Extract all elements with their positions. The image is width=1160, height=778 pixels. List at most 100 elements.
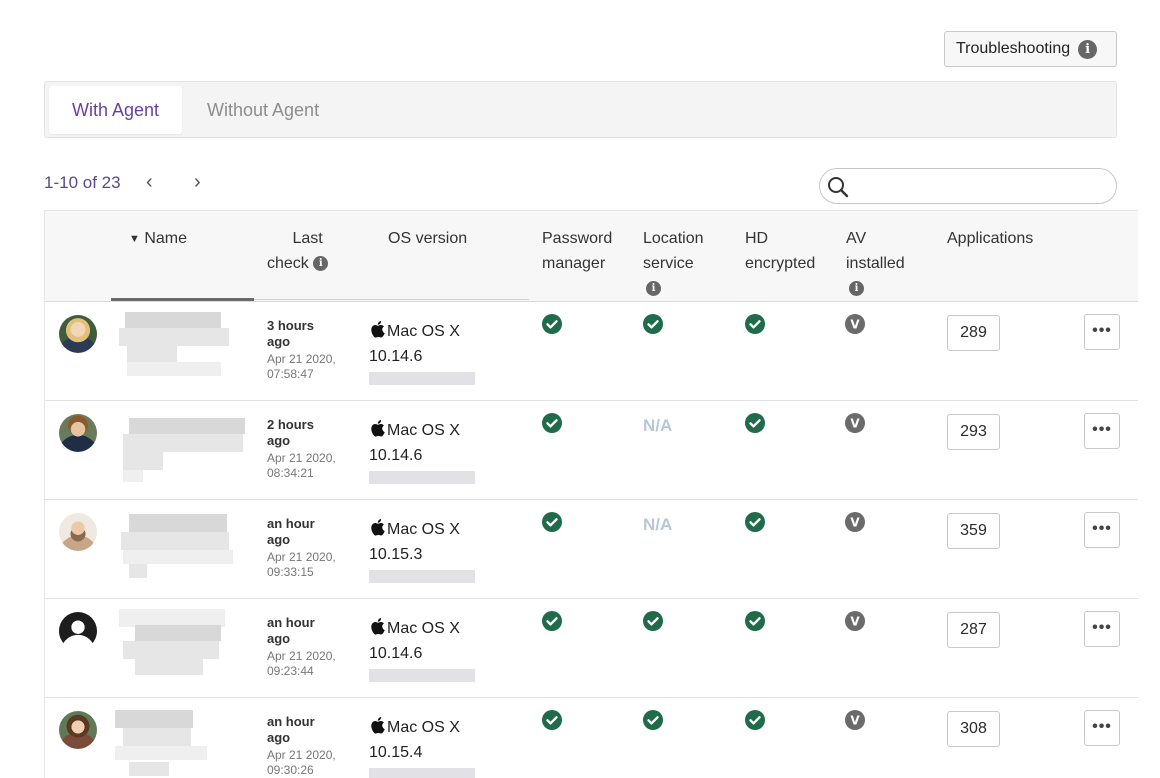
applications-count-button[interactable]: 287 xyxy=(947,612,1000,648)
os-detail-redacted xyxy=(369,570,475,583)
check-icon xyxy=(542,611,562,631)
tab-without-agent[interactable]: Without Agent xyxy=(207,100,320,120)
col-last-check-header[interactable]: Last check i xyxy=(267,226,329,276)
antivirus-icon: V xyxy=(845,611,865,631)
apple-icon xyxy=(371,717,385,734)
os-detail-redacted xyxy=(369,471,475,484)
check-icon xyxy=(542,314,562,334)
antivirus-icon: V xyxy=(845,413,865,433)
info-icon: i xyxy=(646,281,661,297)
search-input[interactable] xyxy=(819,168,1117,204)
prev-page-button[interactable]: ‹ xyxy=(146,171,153,193)
redaction-block xyxy=(127,346,177,362)
check-icon xyxy=(745,314,765,334)
table-row[interactable]: 2 hours ago Apr 21 2020, 08:34:21 Mac OS… xyxy=(45,401,1138,500)
search-icon xyxy=(828,177,849,198)
svg-text:V: V xyxy=(850,714,860,728)
sort-desc-icon: ▼ xyxy=(129,233,140,245)
redaction-block xyxy=(135,625,221,641)
header-divider xyxy=(254,299,529,300)
next-page-button[interactable]: › xyxy=(194,171,201,193)
antivirus-icon: V xyxy=(845,512,865,532)
os-detail-redacted xyxy=(369,372,475,385)
last-check-date: Apr 21 2020, 08:34:21 xyxy=(267,451,336,480)
last-check-relative: an hour ago xyxy=(267,615,315,646)
check-icon xyxy=(643,611,663,631)
col-location-service-header[interactable]: Location service i xyxy=(643,230,704,297)
info-icon: i xyxy=(313,256,329,272)
check-icon xyxy=(542,512,562,532)
col-name-header[interactable]: ▼ Name xyxy=(129,230,188,247)
os-detail-redacted xyxy=(369,669,475,682)
col-password-manager-header[interactable]: Password manager xyxy=(542,230,613,272)
last-check-date: Apr 21 2020, 09:33:15 xyxy=(267,550,336,579)
more-options-button[interactable]: ••• xyxy=(1084,611,1120,647)
avatar xyxy=(59,711,97,749)
check-icon xyxy=(745,710,765,730)
svg-text:V: V xyxy=(850,516,860,530)
more-options-button[interactable]: ••• xyxy=(1084,314,1120,350)
more-options-button[interactable]: ••• xyxy=(1084,413,1120,449)
os-version: Mac OS X 10.15.3 xyxy=(369,517,460,567)
col-os-version-header[interactable]: OS version xyxy=(388,230,468,247)
redaction-block xyxy=(123,728,191,746)
col-applications-header[interactable]: Applications xyxy=(947,230,1034,247)
table-row[interactable]: an hour ago Apr 21 2020, 09:23:44 Mac OS… xyxy=(45,599,1138,698)
redaction-block xyxy=(115,710,193,728)
last-check-relative: an hour ago xyxy=(267,516,315,547)
avatar xyxy=(59,414,97,452)
more-options-button[interactable]: ••• xyxy=(1084,512,1120,548)
redaction-block xyxy=(119,328,229,346)
last-check-relative: 3 hours ago xyxy=(267,318,314,349)
check-icon xyxy=(745,611,765,631)
svg-text:V: V xyxy=(850,318,860,332)
col-hd-encrypted-header[interactable]: HD encrypted xyxy=(745,230,816,272)
applications-count-button[interactable]: 293 xyxy=(947,414,1000,450)
pagination-range: 1-10 of 23 xyxy=(44,173,121,192)
redaction-block xyxy=(129,762,169,776)
sort-indicator xyxy=(111,298,254,301)
avatar xyxy=(59,315,97,353)
devices-table: ▼ Name Last check i OS version Password … xyxy=(44,210,1138,778)
os-version: Mac OS X 10.14.6 xyxy=(369,319,460,369)
last-check-relative: an hour ago xyxy=(267,714,315,745)
not-available-label: N/A xyxy=(643,515,673,534)
troubleshooting-label: Troubleshooting xyxy=(956,40,1071,57)
check-icon xyxy=(745,413,765,433)
redaction-block xyxy=(129,514,227,534)
last-check-date: Apr 21 2020, 09:30:26 xyxy=(267,748,336,777)
check-icon xyxy=(745,512,765,532)
redaction-block xyxy=(125,312,221,328)
applications-count-button[interactable]: 289 xyxy=(947,315,1000,351)
table-row[interactable]: 3 hours ago Apr 21 2020, 07:58:47 Mac OS… xyxy=(45,302,1138,401)
troubleshooting-button[interactable]: Troubleshooting i xyxy=(944,31,1117,67)
applications-count-button[interactable]: 308 xyxy=(947,711,1000,747)
os-version: Mac OS X 10.14.6 xyxy=(369,418,460,468)
applications-count-button[interactable]: 359 xyxy=(947,513,1000,549)
redaction-block xyxy=(123,452,163,470)
col-av-installed-header[interactable]: AV installed i xyxy=(846,230,905,297)
avatar xyxy=(59,612,97,650)
redaction-block xyxy=(123,550,233,564)
agent-tabs: With Agent Without Agent xyxy=(44,81,1117,138)
redaction-block xyxy=(115,746,207,760)
check-icon xyxy=(542,710,562,730)
svg-text:V: V xyxy=(850,615,860,629)
last-check-date: Apr 21 2020, 09:23:44 xyxy=(267,649,336,678)
more-options-button[interactable]: ••• xyxy=(1084,710,1120,746)
avatar xyxy=(59,513,97,551)
table-row[interactable]: an hour ago Apr 21 2020, 09:30:26 Mac OS… xyxy=(45,698,1138,778)
redaction-block xyxy=(121,532,229,550)
svg-text:V: V xyxy=(850,417,860,431)
redaction-block xyxy=(135,659,203,675)
tab-with-agent[interactable]: With Agent xyxy=(49,86,182,134)
check-icon xyxy=(643,710,663,730)
apple-icon xyxy=(371,618,385,635)
redaction-block xyxy=(123,470,143,482)
check-icon xyxy=(643,314,663,334)
table-row[interactable]: an hour ago Apr 21 2020, 09:33:15 Mac OS… xyxy=(45,500,1138,599)
not-available-label: N/A xyxy=(643,416,673,435)
redaction-block xyxy=(123,641,219,659)
antivirus-icon: V xyxy=(845,314,865,334)
apple-icon xyxy=(371,321,385,338)
